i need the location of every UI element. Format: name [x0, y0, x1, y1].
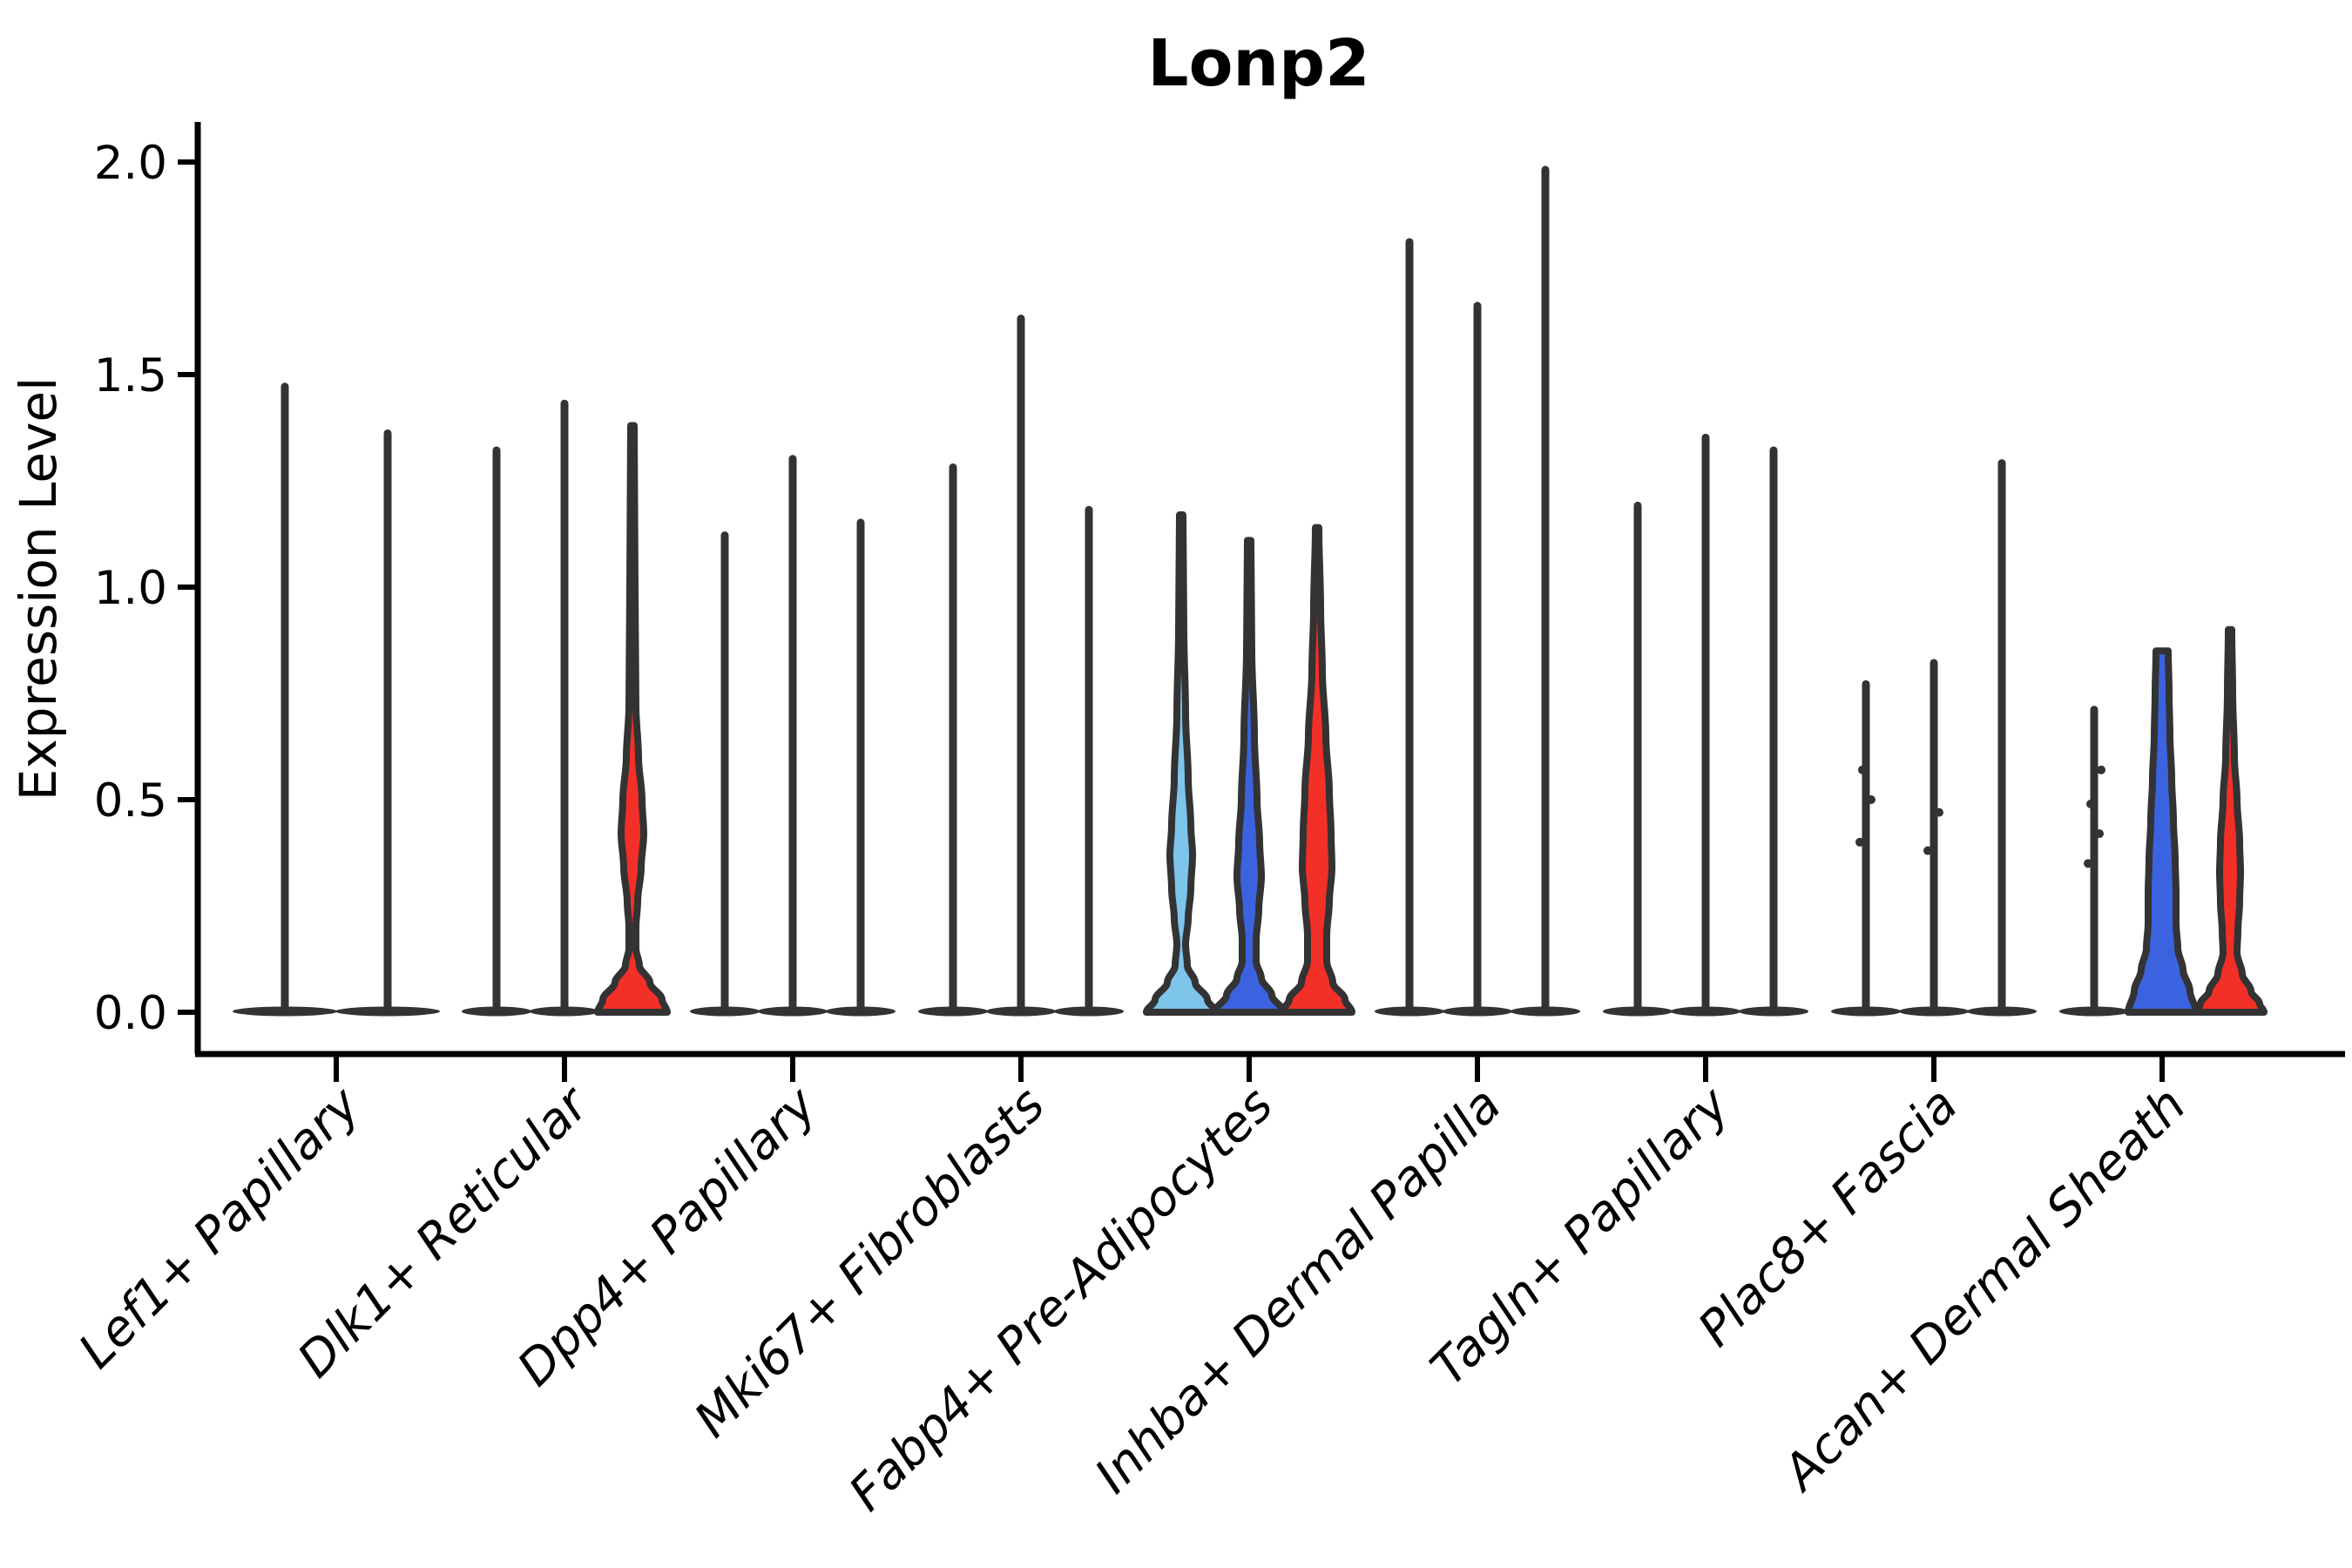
y-tick-label: 0.5: [94, 774, 167, 828]
x-tick-label: Acan+ Dermal Sheath: [1771, 1077, 2197, 1503]
violin-blue: [2125, 647, 2200, 1016]
violin-red: [2193, 625, 2268, 1016]
violin-group: [1375, 166, 1580, 1017]
violin-group: [1831, 459, 2037, 1017]
x-tick-label: Fabp4+ Pre-Adipocytes: [839, 1077, 1284, 1522]
expression-speck: [1935, 808, 1943, 817]
y-axis-ticks: 0.0 0.5 1.0 1.5 2.0: [94, 137, 198, 1040]
violin-group: [233, 382, 440, 1017]
expression-speck: [2086, 799, 2095, 808]
x-axis-ticks: [334, 1054, 2165, 1082]
y-tick-label: 2.0: [94, 137, 167, 190]
violin-group: [2059, 625, 2268, 1017]
expression-speck: [2097, 765, 2105, 774]
axes: [194, 122, 2345, 1058]
violin-series: [233, 166, 2268, 1017]
expression-speck: [1855, 837, 1864, 847]
y-tick-label: 1.0: [94, 562, 167, 615]
violin-light_blue: [1143, 511, 1220, 1016]
y-tick-label: 1.5: [94, 349, 167, 402]
violin-group: [918, 314, 1124, 1017]
y-tick-label: 0.0: [94, 987, 167, 1040]
x-tick-label: Inhba+ Dermal Papilla: [1085, 1077, 1512, 1504]
violin-group: [1603, 433, 1808, 1017]
chart-title: Lonp2: [1147, 26, 1369, 101]
violin-red: [594, 422, 671, 1016]
expression-speck: [2095, 829, 2104, 839]
expression-speck: [1867, 795, 1876, 804]
violin-group: [690, 455, 896, 1017]
violin-blue: [1211, 537, 1288, 1016]
violin-group: [462, 399, 671, 1017]
expression-speck: [2084, 859, 2092, 868]
violin-group: [1143, 511, 1355, 1016]
violin-red: [1279, 524, 1355, 1016]
expression-speck: [1858, 765, 1867, 774]
expression-speck: [1923, 846, 1932, 855]
y-axis-label: Expression Level: [9, 377, 68, 801]
